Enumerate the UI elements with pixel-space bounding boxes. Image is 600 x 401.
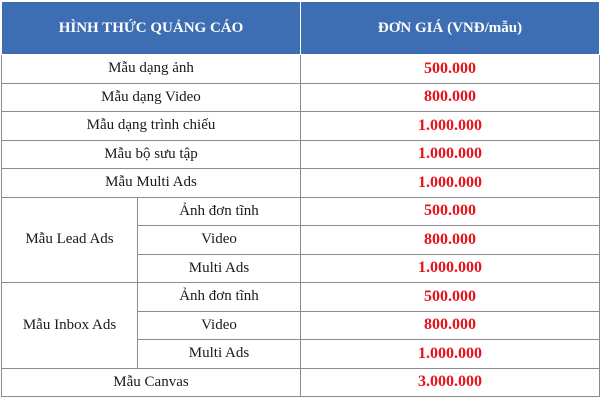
row: Multi Ads 1.000.000 bbox=[2, 339, 600, 369]
price: 500.000 bbox=[300, 282, 600, 312]
row: Video 800.000 bbox=[2, 225, 600, 255]
item-label: Mẫu dạng trình chiếu bbox=[1, 111, 301, 141]
row: Mẫu Lead Ads Ảnh đơn tĩnh 500.000 bbox=[1, 196, 600, 283]
item-label: Mẫu dạng Video bbox=[1, 82, 301, 112]
item-label: Multi Ads bbox=[137, 339, 301, 369]
price: 800.000 bbox=[300, 310, 600, 340]
group-label: Mẫu Inbox Ads bbox=[1, 282, 138, 369]
header-cell: ĐƠN GIÁ (VNĐ/mẫu) bbox=[300, 1, 600, 55]
item-label: Ảnh đơn tĩnh bbox=[137, 196, 301, 226]
item-label: Multi Ads bbox=[137, 253, 301, 283]
price: 800.000 bbox=[300, 82, 600, 112]
price: 500.000 bbox=[300, 196, 600, 226]
price: 800.000 bbox=[300, 225, 600, 255]
price: 1.000.000 bbox=[300, 253, 600, 283]
item-label: Mẫu Multi Ads bbox=[1, 168, 301, 198]
item-label: Ảnh đơn tĩnh bbox=[137, 282, 301, 312]
item-label: Mẫu Canvas bbox=[1, 367, 301, 397]
price: 1.000.000 bbox=[300, 111, 600, 141]
price: 500.000 bbox=[300, 54, 600, 84]
row: Mẫu Canvas 3.000.000 bbox=[1, 367, 600, 397]
price: 1.000.000 bbox=[300, 339, 600, 369]
item-label: Mẫu dạng ảnh bbox=[1, 54, 301, 84]
table-body: Mẫu dạng ảnh 500.000 Mẫu dạng Video 800.000… bbox=[1, 54, 600, 397]
row: Mẫu dạng ảnh 500.000 bbox=[1, 54, 600, 84]
price: 1.000.000 bbox=[300, 168, 600, 198]
row: Video 800.000 bbox=[2, 310, 600, 340]
item-label: Video bbox=[137, 225, 301, 255]
header-row: HÌNH THỨC QUẢNG CÁO ĐƠN GIÁ (VNĐ/mẫu) bbox=[1, 1, 600, 55]
row: Mẫu Multi Ads 1.000.000 bbox=[1, 168, 600, 198]
row: Mẫu bộ sưu tập 1.000.000 bbox=[1, 139, 600, 169]
price: 3.000.000 bbox=[300, 367, 600, 397]
row: Mẫu dạng Video 800.000 bbox=[1, 82, 600, 112]
row: Mẫu Inbox Ads Ảnh đơn tĩnh 500.000 bbox=[1, 282, 600, 369]
header-cell: HÌNH THỨC QUẢNG CÁO bbox=[1, 1, 301, 55]
item-label: Video bbox=[137, 310, 301, 340]
price: 1.000.000 bbox=[300, 139, 600, 169]
item-label: Mẫu bộ sưu tập bbox=[1, 139, 301, 169]
group-label: Mẫu Lead Ads bbox=[1, 196, 138, 283]
row: Multi Ads 1.000.000 bbox=[2, 253, 600, 283]
row: Mẫu dạng trình chiếu 1.000.000 bbox=[1, 111, 600, 141]
